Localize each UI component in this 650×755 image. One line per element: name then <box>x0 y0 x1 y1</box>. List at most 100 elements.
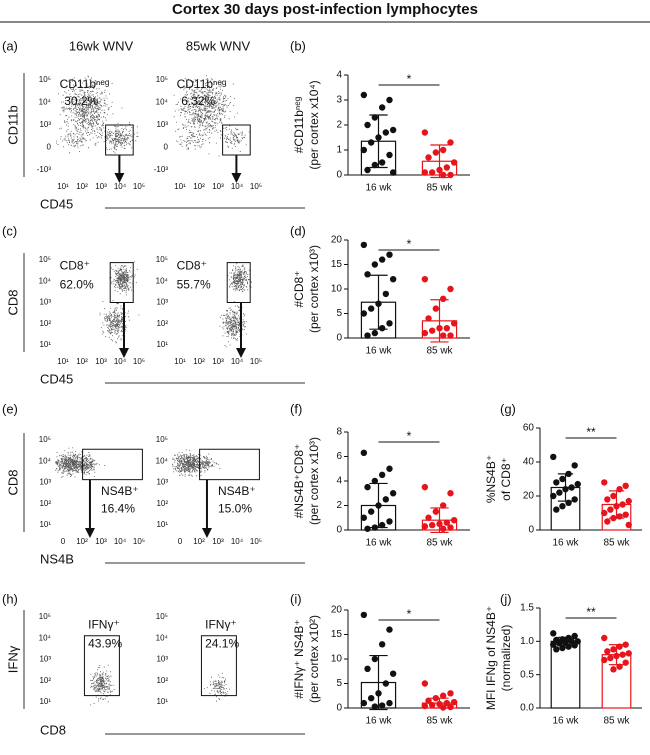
significance: * <box>407 237 412 251</box>
x-tick-label: 85 wk <box>426 716 453 727</box>
y-tick-label: 10³ <box>39 478 51 487</box>
event-cloud <box>172 449 221 477</box>
data-point <box>421 169 429 176</box>
data-point <box>568 484 575 491</box>
data-point <box>625 650 632 657</box>
data-point <box>622 482 629 489</box>
y-tick-label: 5 <box>336 678 342 689</box>
gate <box>200 635 237 697</box>
y-tick-label: 10² <box>39 499 51 508</box>
y-tick-label: 10³ <box>156 120 168 129</box>
data-point <box>571 496 578 503</box>
y-tick-label: 10² <box>39 676 51 685</box>
x-tick-label: 10¹ <box>174 182 186 191</box>
data-point <box>386 518 393 525</box>
x-tick-label: 10⁵ <box>250 357 262 366</box>
gate-arrowhead <box>114 173 125 183</box>
gate-label: IFNγ⁺ <box>88 617 120 631</box>
y-tick-label: 10⁴ <box>156 276 169 285</box>
data-point <box>367 508 375 515</box>
y-tick-label: 0 <box>336 525 342 536</box>
data-point <box>559 503 566 510</box>
data-point <box>367 139 375 146</box>
data-point <box>616 513 623 520</box>
event-cloud <box>173 75 251 157</box>
data-point <box>436 520 443 528</box>
data-point <box>389 169 397 176</box>
y-tick-label: 0.5 <box>520 669 534 680</box>
y-tick-label: 10⁴ <box>156 456 169 465</box>
data-point <box>610 666 617 673</box>
gate <box>83 635 120 697</box>
data-point <box>421 523 429 530</box>
gate-label: NS4B⁺ <box>218 484 256 498</box>
data-point <box>421 680 429 687</box>
data-point <box>553 479 560 486</box>
x-tick-label: 10³ <box>212 357 224 366</box>
data-point <box>447 490 454 497</box>
plot-title: 16wk WNV <box>69 38 134 53</box>
y-axis-title: #NS4B⁺CD8⁺ <box>292 444 306 519</box>
x-tick-label: 10² <box>193 182 205 191</box>
data-point <box>425 315 432 322</box>
data-point <box>378 641 386 648</box>
data-point <box>360 699 368 707</box>
data-point <box>613 503 620 510</box>
data-point <box>375 300 382 307</box>
x-tick-label: 16 wk <box>552 538 579 549</box>
x-tick-label: 10³ <box>95 182 107 191</box>
gate-label: CD8⁺ <box>60 259 90 273</box>
x-tick-label: 10⁵ <box>250 537 262 546</box>
x-tick-label: 10³ <box>95 357 107 366</box>
x-tick-label: 10² <box>76 357 88 366</box>
x-tick-label: 10⁴ <box>114 537 127 546</box>
event-cloud <box>219 263 252 348</box>
gate-percent: 43.9% <box>88 636 122 650</box>
data-point <box>378 104 386 111</box>
data-point <box>360 449 368 457</box>
data-point <box>371 161 379 169</box>
data-point <box>565 643 572 650</box>
data-point <box>601 509 608 517</box>
data-point <box>447 139 454 146</box>
y-tick-label: 10 <box>331 654 343 665</box>
data-point <box>425 697 432 704</box>
y-tick-label: 10² <box>156 319 168 328</box>
y-tick-label: 10⁵ <box>156 75 168 84</box>
data-point <box>553 646 560 653</box>
data-point <box>386 699 393 707</box>
y-tick-label: 15 <box>331 629 343 640</box>
data-point <box>432 149 440 156</box>
data-point <box>616 486 623 493</box>
event-cloud <box>90 664 115 706</box>
data-point <box>382 496 390 503</box>
data-point <box>371 477 379 485</box>
x-tick-label: 16 wk <box>365 716 392 727</box>
y-tick-label: 1 <box>336 145 342 156</box>
data-point <box>619 651 626 658</box>
data-point <box>443 164 451 171</box>
data-point <box>364 121 371 129</box>
panel-letter: (g) <box>500 401 516 416</box>
data-point <box>382 680 390 687</box>
y-tick-label: 20 <box>331 605 343 616</box>
gate-arrowhead <box>201 528 212 538</box>
gate-label: IFNγ⁺ <box>205 617 237 631</box>
data-point <box>389 670 397 677</box>
x-tick-label: 10⁴ <box>231 182 244 191</box>
y-tick-label: 10⁴ <box>156 633 169 642</box>
y-tick-label: 15 <box>331 259 343 270</box>
gate-percent: 16.4% <box>101 501 135 515</box>
data-point <box>604 518 611 525</box>
data-point <box>386 151 393 159</box>
data-point <box>565 499 572 506</box>
x-axis-title: CD8 <box>40 722 66 737</box>
y-tick-label: 10¹ <box>39 340 51 349</box>
y-axis-title: (per cortex x10²) <box>307 615 321 703</box>
data-point <box>439 704 447 711</box>
data-point <box>447 285 454 293</box>
x-axis-title: CD45 <box>40 371 73 386</box>
data-point <box>389 276 397 283</box>
data-point <box>425 154 432 161</box>
